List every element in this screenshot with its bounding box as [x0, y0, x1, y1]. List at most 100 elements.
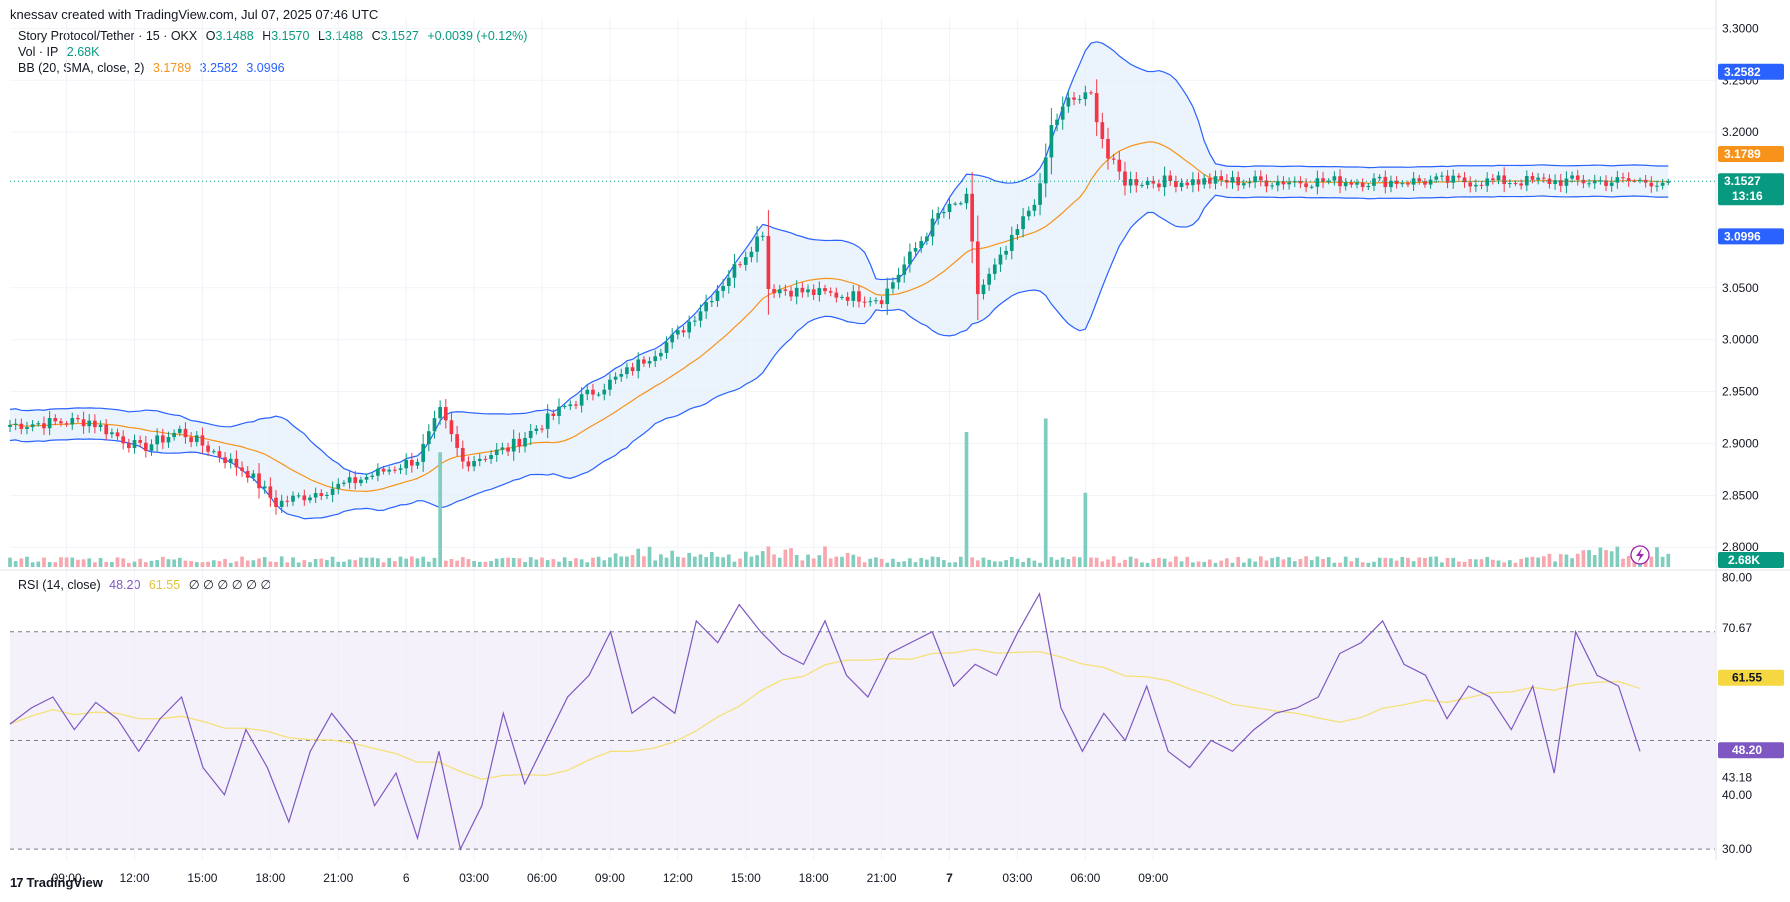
candle-body — [625, 367, 629, 375]
volume-bar — [913, 562, 918, 567]
candle-body — [1564, 178, 1569, 186]
tradingview-logo[interactable]: 17 TradingView — [10, 875, 103, 890]
volume-bar — [862, 562, 867, 567]
volume-bar — [1066, 559, 1071, 567]
candle-body — [619, 374, 624, 377]
candle-body — [1389, 180, 1393, 188]
candle-body — [1072, 97, 1076, 100]
candle-body — [1575, 175, 1580, 180]
candle-body — [817, 288, 822, 296]
candle-body — [653, 356, 658, 362]
candle-body — [704, 302, 708, 312]
time-tick-label: 03:00 — [459, 871, 489, 885]
volume-bar — [211, 560, 216, 567]
snapshot-caption: knessav created with TradingView.com, Ju… — [10, 7, 379, 22]
volume-bar — [1043, 418, 1048, 567]
candle-body — [958, 203, 963, 205]
volume-bar — [721, 557, 725, 567]
volume-bar — [868, 558, 873, 567]
volume-bar — [1247, 558, 1252, 567]
candle-body — [1643, 179, 1648, 183]
volume-bar — [591, 557, 595, 567]
rsi-tick-label: 43.18 — [1722, 771, 1752, 785]
volume-bar — [828, 558, 833, 567]
volume-bar — [466, 559, 471, 567]
change-value: +0.0039 (+0.12%) — [427, 29, 528, 43]
candle-body — [992, 264, 997, 274]
volume-bar — [585, 562, 590, 567]
volume-bar — [489, 560, 493, 567]
volume-bar — [483, 562, 488, 567]
symbol-label[interactable]: Story Protocol/Tether · 15 · OKX — [18, 29, 198, 43]
candle-body — [692, 320, 697, 322]
volume-bar — [551, 559, 556, 567]
candle-body — [755, 236, 759, 252]
rsi-line — [9, 592, 1641, 851]
volume-bar — [1253, 561, 1257, 567]
candle-body — [987, 273, 991, 285]
candle-body — [676, 330, 680, 335]
candle-body — [489, 455, 493, 459]
volume-bar — [1004, 560, 1008, 567]
rsi-label[interactable]: RSI (14, close) — [18, 578, 101, 592]
volume-bar — [1485, 556, 1490, 567]
low-label: L — [317, 29, 325, 43]
candle-body — [981, 284, 986, 295]
volume-bar — [149, 560, 154, 567]
volume-bar — [749, 556, 754, 567]
candle-body — [596, 394, 601, 396]
volume-bar — [1162, 558, 1167, 567]
close-label: C — [371, 29, 381, 43]
candle-body — [1491, 178, 1495, 181]
candle-body — [1666, 181, 1671, 183]
close-value: 3.1527 — [380, 29, 419, 43]
time-tick-label: 21:00 — [323, 871, 353, 885]
candle-body — [794, 287, 799, 297]
price-legend[interactable]: Story Protocol/Tether · 15 · OKX O3.1488… — [18, 29, 532, 43]
volume-bar — [1123, 559, 1127, 567]
bb-upper-tag: 3.2582 — [1724, 65, 1761, 79]
volume-bar — [93, 562, 97, 567]
volume-bar — [143, 562, 148, 567]
volume-bar — [704, 557, 708, 567]
price-tick-label: 3.0000 — [1722, 333, 1759, 347]
candle-body — [296, 495, 301, 497]
rsi-legend[interactable]: RSI (14, close) 48.20 61.55 ∅ ∅ ∅ ∅ ∅ ∅ — [18, 577, 276, 592]
rsi-ma-tag: 61.55 — [1732, 671, 1762, 685]
volume-bar — [523, 562, 527, 567]
volume-bar — [885, 562, 890, 567]
volume-bar — [177, 557, 182, 567]
candle-body — [460, 447, 465, 462]
volume-legend[interactable]: Vol · IP 2.68K — [18, 45, 104, 59]
volume-bar — [664, 557, 669, 567]
volume-bar — [393, 561, 397, 567]
candle-body — [698, 311, 703, 321]
volume-bar — [1015, 558, 1020, 567]
candle-body — [121, 436, 126, 444]
price-tick-label: 3.2000 — [1722, 125, 1759, 139]
candle-body — [347, 477, 352, 483]
candle-body — [574, 404, 578, 406]
candle-body — [291, 495, 295, 502]
candle-body — [1253, 176, 1257, 183]
volume-bar — [625, 556, 629, 567]
bb-legend[interactable]: BB (20, SMA, close, 2) 3.1789 3.2582 3.0… — [18, 61, 290, 75]
volume-bar — [1519, 559, 1523, 567]
candle-body — [217, 451, 222, 458]
bollinger-layer — [9, 41, 1669, 520]
volume-bar — [1032, 560, 1037, 567]
candle-body — [1423, 181, 1427, 185]
volume-bar — [183, 560, 188, 567]
candle-body — [1145, 180, 1150, 185]
volume-bar — [1445, 557, 1450, 567]
volume-bar — [755, 555, 759, 567]
candle-body — [483, 458, 488, 460]
volume-label[interactable]: Vol · IP — [18, 45, 59, 59]
volume-bar — [381, 562, 386, 567]
bb-label[interactable]: BB (20, SMA, close, 2) — [18, 61, 145, 75]
volume-bar — [777, 557, 782, 567]
candle-body — [732, 264, 737, 278]
volume-bar — [902, 561, 907, 567]
